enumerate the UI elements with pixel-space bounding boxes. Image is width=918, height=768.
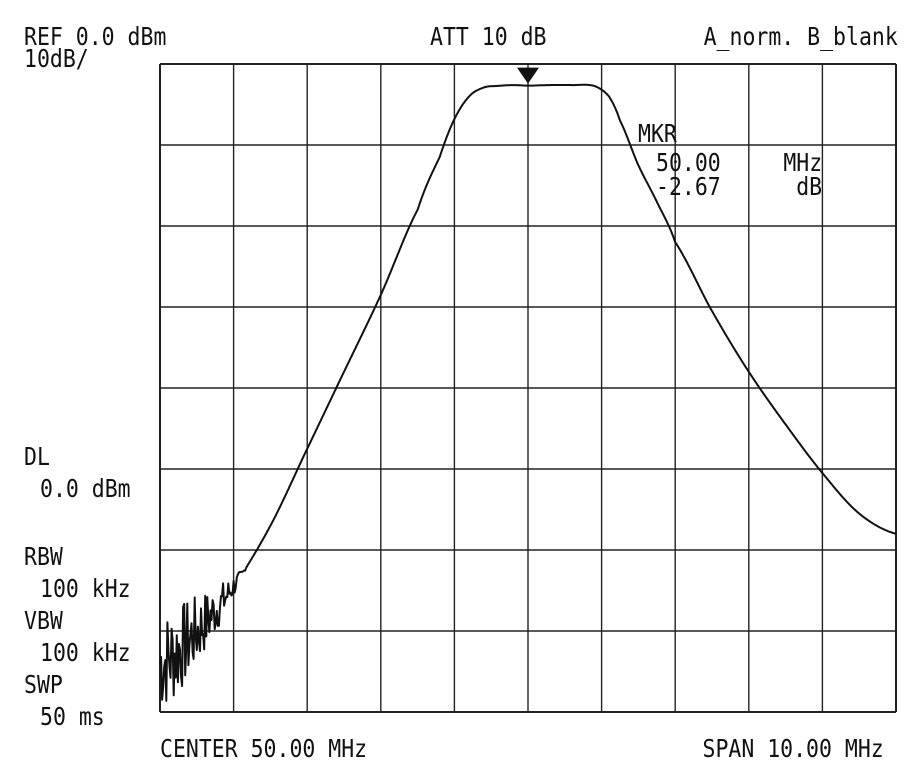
center-frequency: CENTER 50.00 MHz	[160, 734, 368, 763]
display-line-label: DL	[24, 442, 50, 471]
sweep-value: 50 ms	[40, 702, 105, 731]
marker-label: MKR	[638, 119, 677, 148]
marker-level-value: -2.67	[656, 172, 721, 201]
attenuation: ATT 10 dB	[430, 22, 547, 51]
trace-mode: A_norm. B_blank	[703, 22, 898, 51]
marker-triangle-icon	[517, 67, 539, 84]
graticule	[159, 63, 897, 713]
spectrum-trace	[159, 83, 897, 702]
display-line-value: 0.0 dBm	[40, 474, 131, 503]
vbw-value: 100 kHz	[40, 638, 131, 667]
scale-per-division: 10dB/	[24, 44, 89, 73]
sweep-label: SWP	[24, 670, 63, 699]
frequency-span: SPAN 10.00 MHz	[702, 734, 884, 763]
marker-frequency-unit: MHz	[783, 148, 822, 177]
rbw-value: 100 kHz	[40, 574, 131, 603]
reference-level: REF 0.0 dBm	[24, 22, 167, 51]
rbw-label: RBW	[24, 542, 63, 571]
marker-frequency-value: 50.00	[656, 148, 721, 177]
marker-level-unit: dB	[796, 172, 822, 201]
vbw-label: VBW	[24, 606, 63, 635]
